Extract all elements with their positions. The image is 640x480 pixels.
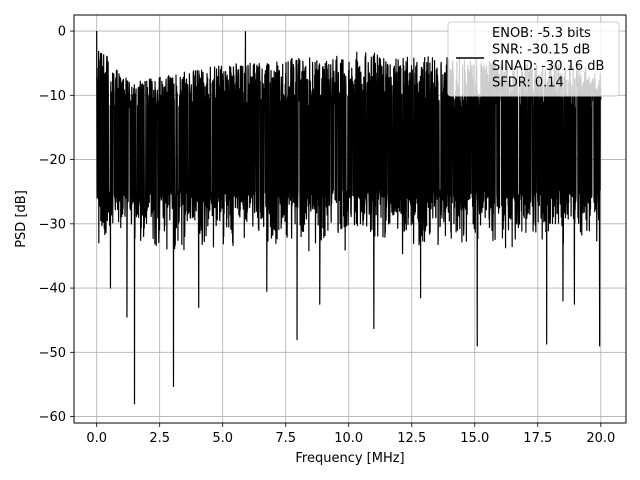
legend-sfdr: SFDR: 0.14: [492, 76, 564, 91]
psd-series-line: [96, 31, 602, 405]
axes-frame: [73, 14, 627, 424]
legend-box: [447, 21, 620, 97]
legend: ENOB: -5.3 bits SNR: -30.15 dB SINAD: -3…: [447, 21, 620, 97]
axis-ticks: 0.0 2.5 5.0 7.5 10.0 12.5 15.0 17.5 20.0 0 −10 −20 −…: [39, 25, 616, 446]
x-tick-label: 5.0: [212, 431, 233, 446]
y-tick-label: −20: [39, 153, 66, 168]
x-tick-label: 10.0: [334, 431, 363, 446]
y-tick-label: 0: [58, 25, 66, 40]
y-tick-label: −40: [39, 282, 66, 297]
x-tick-label: 7.5: [275, 431, 296, 446]
x-tick-label: 2.5: [149, 431, 170, 446]
x-tick-label: 17.5: [523, 431, 552, 446]
y-tick-label: −10: [39, 89, 66, 104]
legend-enob: ENOB: -5.3 bits: [492, 26, 591, 41]
legend-snr: SNR: -30.15 dB: [492, 43, 590, 58]
legend-sinad: SINAD: -30.16 dB: [492, 59, 604, 74]
psd-trace-group: [96, 31, 602, 405]
x-tick-label: 0.0: [86, 431, 107, 446]
y-tick-label: −50: [39, 346, 66, 361]
y-axis-label: PSD [dB]: [14, 190, 29, 248]
x-tick-label: 20.0: [586, 431, 615, 446]
y-tick-label: −30: [39, 217, 66, 232]
y-tick-label: −60: [39, 410, 66, 425]
x-tick-label: 12.5: [397, 431, 426, 446]
x-axis-label: Frequency [MHz]: [295, 451, 404, 466]
x-tick-label: 15.0: [460, 431, 489, 446]
